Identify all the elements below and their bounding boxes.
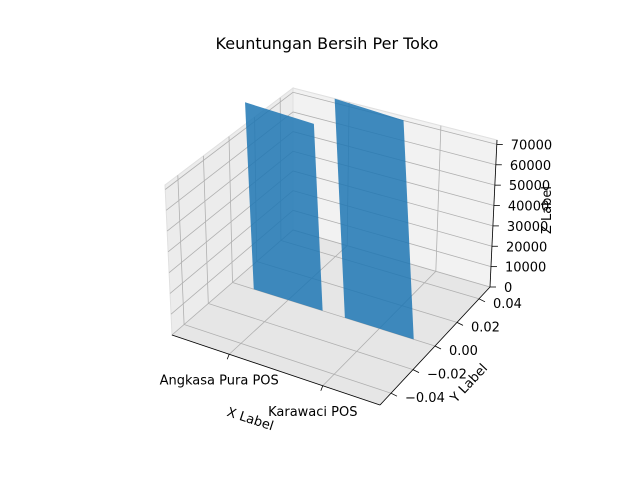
x-tick-mark	[320, 385, 324, 391]
x-tick-label: Angkasa Pura POS	[160, 373, 279, 388]
y-ticks: 0.04 0.02 0.00 −0.02 −0.04	[390, 297, 522, 406]
y-grid-line	[177, 175, 392, 394]
z-axis-label: Z Label	[540, 186, 555, 234]
z-tick-label: 40000	[508, 200, 549, 215]
y-tick-label: −0.04	[405, 391, 445, 406]
y-grid-line	[228, 136, 436, 347]
y-tick-mark	[412, 369, 420, 373]
y-tick-label: 0.02	[471, 320, 500, 335]
x-tick-label: Karawaci POS	[268, 405, 357, 420]
y-tick-mark	[478, 298, 486, 303]
y-tick-label: 0.00	[449, 344, 478, 359]
z-grid-line	[164, 91, 497, 190]
x-ticks: Angkasa Pura POS Karawaci POS	[160, 354, 357, 420]
y-tick-mark	[434, 345, 442, 350]
z-tick-label: 50000	[509, 179, 550, 194]
y-tick-label: −0.02	[427, 368, 467, 383]
z-tick-label: 0	[504, 281, 512, 296]
z-tick-label: 10000	[505, 261, 546, 276]
z-ticks: 0 10000 20000 30000 40000 50000 60000 70000	[490, 138, 552, 296]
bar	[334, 98, 414, 340]
bars-group	[245, 98, 414, 340]
x-grid-line	[322, 125, 442, 387]
y-tick-mark	[456, 322, 464, 326]
x-axis-line	[171, 334, 381, 406]
z-grid-line	[165, 111, 496, 211]
chart-title: Keuntungan Bersih Per Toko	[216, 34, 439, 53]
bar	[245, 102, 323, 311]
z-tick-label: 30000	[507, 220, 548, 235]
z-tick-label: 20000	[506, 240, 547, 255]
x-tick-mark	[226, 354, 230, 360]
y-tick-mark	[390, 392, 398, 397]
y-tick-label: 0.04	[493, 297, 522, 312]
y-grid-line	[203, 155, 414, 370]
z-tick-label: 60000	[510, 159, 551, 174]
z-tick-label: 70000	[511, 138, 552, 153]
